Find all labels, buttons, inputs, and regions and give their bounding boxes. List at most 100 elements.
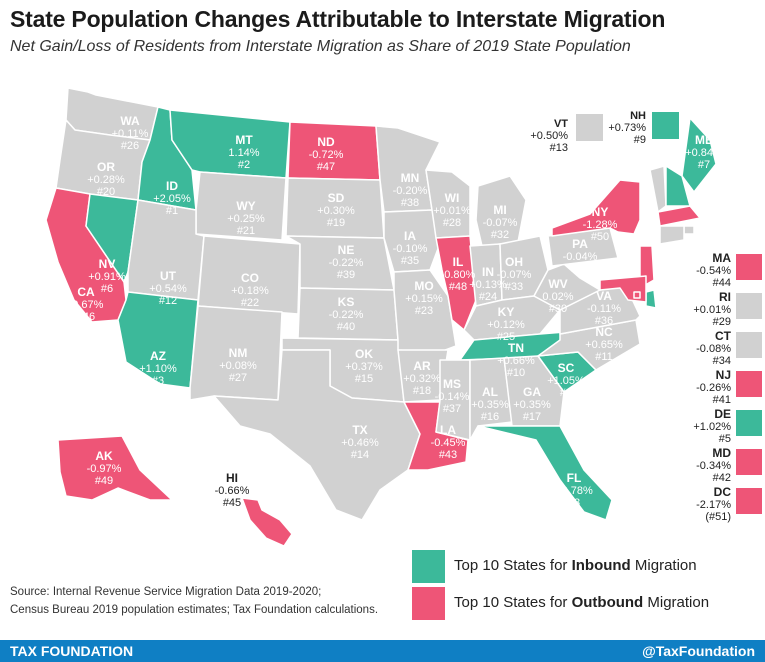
ia-value: -0.10% bbox=[393, 243, 428, 255]
wa-abbr: WA bbox=[120, 114, 140, 128]
label-wi: WI +0.01% #28 bbox=[433, 191, 471, 229]
me-value: +0.84% bbox=[685, 147, 723, 159]
label-nm: NM +0.08% #27 bbox=[219, 346, 257, 384]
map-subtitle: Net Gain/Loss of Residents from Intersta… bbox=[10, 38, 631, 55]
co-value: +0.18% bbox=[231, 285, 269, 297]
ks-abbr: KS bbox=[338, 295, 355, 309]
label-tn: TN +0.66% #10 bbox=[497, 341, 535, 379]
side-swatch-md bbox=[736, 449, 762, 475]
state-ny bbox=[551, 179, 641, 237]
side-label-md: MD -0.34% #42 bbox=[696, 446, 731, 484]
label-hi: HI -0.66% #45 bbox=[215, 471, 250, 509]
in-rank: #24 bbox=[479, 291, 497, 303]
footer-brand: TAX FOUNDATION bbox=[10, 643, 134, 659]
ks-rank: #40 bbox=[337, 321, 355, 333]
ak-value: -0.97% bbox=[87, 463, 122, 475]
label-fl: FL +0.78% #8 bbox=[555, 471, 593, 509]
label-me: ME +0.84% #7 bbox=[685, 133, 723, 171]
az-abbr: AZ bbox=[150, 349, 166, 363]
tn-value: +0.66% bbox=[497, 355, 535, 367]
wi-rank: #28 bbox=[443, 217, 461, 229]
label-il: IL -0.80% #48 bbox=[441, 255, 476, 293]
va-value: -0.11% bbox=[587, 303, 621, 315]
state-ct bbox=[659, 225, 685, 245]
label-co: CO +0.18% #22 bbox=[231, 271, 269, 309]
ne-abbr: NE bbox=[338, 243, 355, 257]
label-ak: AK -0.97% #49 bbox=[87, 449, 122, 487]
state-wy bbox=[195, 171, 287, 241]
label-ok: OK +0.37% #15 bbox=[345, 347, 383, 385]
il-abbr: IL bbox=[453, 255, 464, 269]
label-nv: NV +0.91% #6 bbox=[88, 257, 126, 295]
ca-rank: #46 bbox=[77, 311, 95, 323]
state-nh bbox=[665, 165, 691, 207]
tx-rank: #14 bbox=[351, 449, 369, 461]
source-line-2: Census Bureau 2019 population estimates;… bbox=[10, 604, 379, 616]
side-swatch-nj bbox=[736, 371, 762, 397]
legend-inbound-swatch bbox=[412, 550, 445, 583]
ok-abbr: OK bbox=[355, 347, 373, 361]
label-ny: NY -1.28% #50 bbox=[583, 205, 618, 243]
vt-rank: #13 bbox=[549, 142, 568, 154]
il-value: -0.80% bbox=[441, 269, 476, 281]
label-id: ID +2.05% #1 bbox=[153, 179, 191, 217]
la-value: -0.45% bbox=[431, 437, 466, 449]
state-ga bbox=[503, 355, 565, 427]
side-label-nj: NJ -0.26% #41 bbox=[696, 368, 731, 406]
ak-rank: #49 bbox=[95, 475, 113, 487]
wi-value: +0.01% bbox=[433, 205, 471, 217]
state-tx bbox=[213, 349, 421, 521]
or-rank: #20 bbox=[97, 186, 115, 198]
nc-abbr: NC bbox=[595, 325, 613, 339]
ky-abbr: KY bbox=[498, 305, 515, 319]
side-swatch-ct bbox=[736, 332, 762, 358]
label-sc: SC +1.05% #4 bbox=[547, 361, 585, 399]
label-sd: SD +0.30% #19 bbox=[317, 191, 355, 229]
label-ia: IA -0.10% #35 bbox=[393, 229, 428, 267]
me-rank: #7 bbox=[698, 159, 710, 171]
state-ma bbox=[657, 205, 701, 227]
state-ak bbox=[57, 435, 173, 501]
state-dc bbox=[633, 291, 641, 299]
label-ky: KY +0.12% #25 bbox=[487, 305, 525, 343]
fl-value: +0.78% bbox=[555, 485, 593, 497]
la-rank: #43 bbox=[439, 449, 457, 461]
wa-rank: #26 bbox=[121, 140, 139, 152]
ks-value: -0.22% bbox=[329, 309, 364, 321]
us-states-map: WA +0.11% #26 OR +0.28% #20 CA -0.67% #46 ID +2.05… bbox=[45, 87, 723, 547]
ms-abbr: MS bbox=[443, 377, 461, 391]
state-fl bbox=[477, 425, 613, 521]
sd-rank: #19 bbox=[327, 217, 345, 229]
ak-abbr: AK bbox=[95, 449, 113, 463]
in-value: +0.13% bbox=[469, 279, 507, 291]
pa-abbr: PA bbox=[572, 237, 588, 251]
side-label-ct: CT -0.08% #34 bbox=[696, 329, 731, 367]
nc-rank: #11 bbox=[595, 351, 613, 363]
ga-abbr: GA bbox=[523, 385, 541, 399]
va-rank: #36 bbox=[595, 315, 613, 327]
ar-value: +0.32% bbox=[403, 373, 441, 385]
footer-handle: @TaxFoundation bbox=[642, 643, 755, 659]
al-rank: #16 bbox=[481, 411, 499, 423]
sc-abbr: SC bbox=[558, 361, 575, 375]
sc-rank: #4 bbox=[560, 387, 572, 399]
fl-abbr: FL bbox=[567, 471, 582, 485]
label-wy: WY +0.25% #21 bbox=[227, 199, 265, 237]
ga-value: +0.35% bbox=[513, 399, 551, 411]
map-title: State Population Changes Attributable to… bbox=[10, 6, 666, 32]
label-ks: KS -0.22% #40 bbox=[329, 295, 364, 333]
ms-rank: #37 bbox=[443, 403, 461, 415]
label-ga: GA +0.35% #17 bbox=[513, 385, 551, 423]
wa-value: +0.11% bbox=[112, 128, 149, 140]
hi-value: -0.66% bbox=[215, 485, 250, 497]
id-rank: #1 bbox=[166, 205, 178, 217]
label-ar: AR +0.32% #18 bbox=[403, 359, 441, 397]
hi-abbr: HI bbox=[226, 471, 238, 485]
state-nc bbox=[537, 319, 641, 371]
footer-bar: TAX FOUNDATION @TaxFoundation bbox=[0, 640, 765, 662]
ny-value: -1.28% bbox=[583, 219, 618, 231]
tx-value: +0.46% bbox=[341, 437, 379, 449]
al-abbr: AL bbox=[482, 385, 498, 399]
az-rank: #3 bbox=[152, 375, 164, 387]
source-note: Source: Internal Revenue Service Migrati… bbox=[10, 583, 378, 619]
